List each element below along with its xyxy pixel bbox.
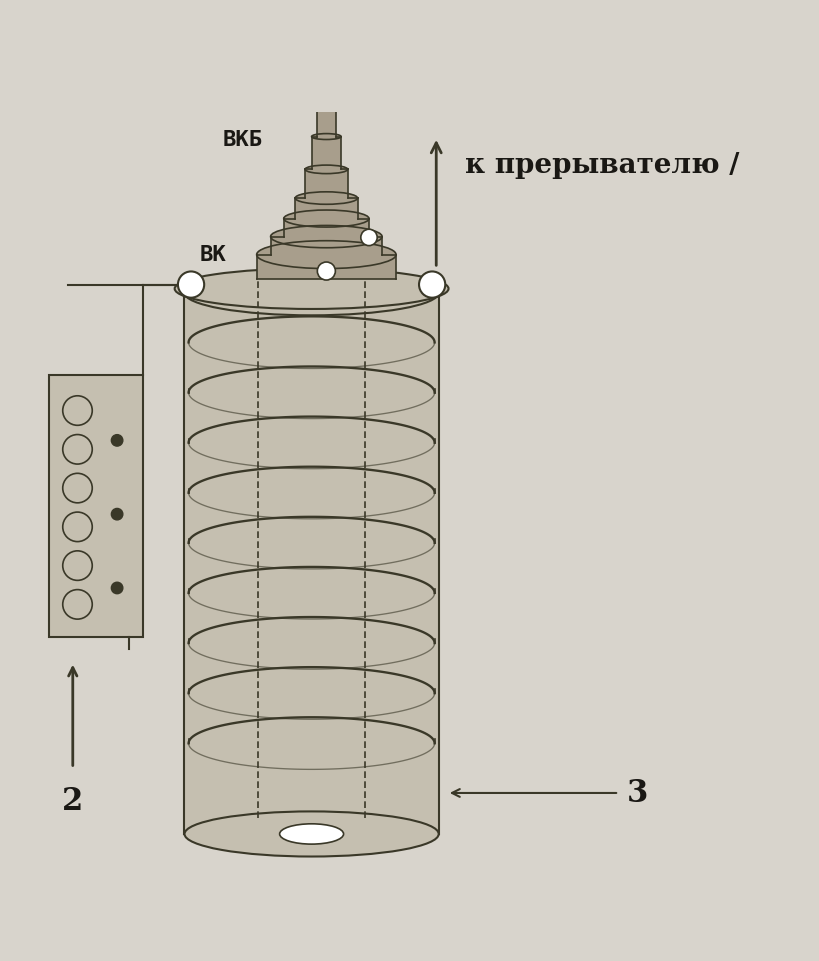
Polygon shape (311, 137, 341, 170)
Circle shape (317, 262, 335, 281)
Circle shape (360, 230, 377, 246)
Text: 3: 3 (627, 777, 648, 808)
Ellipse shape (305, 166, 347, 175)
Text: ВК: ВК (199, 245, 226, 265)
Polygon shape (295, 199, 357, 219)
Ellipse shape (311, 135, 341, 140)
Circle shape (111, 435, 123, 447)
Ellipse shape (279, 824, 343, 844)
Polygon shape (184, 293, 438, 834)
Ellipse shape (270, 226, 382, 249)
Ellipse shape (174, 269, 448, 309)
Text: к прерывателю /: к прерывателю / (464, 152, 739, 179)
Polygon shape (49, 376, 143, 637)
Polygon shape (316, 105, 336, 137)
Circle shape (111, 509, 123, 520)
Text: ВКБ: ВКБ (222, 130, 262, 150)
Circle shape (111, 582, 123, 594)
Ellipse shape (184, 271, 438, 316)
Ellipse shape (283, 210, 369, 228)
Polygon shape (270, 237, 382, 256)
Ellipse shape (184, 812, 438, 856)
Circle shape (419, 272, 445, 298)
Text: 2: 2 (62, 785, 84, 816)
Polygon shape (305, 170, 347, 199)
Polygon shape (283, 219, 369, 237)
Circle shape (178, 272, 204, 298)
Ellipse shape (295, 192, 357, 205)
Ellipse shape (316, 103, 336, 107)
Polygon shape (256, 256, 396, 280)
Ellipse shape (256, 241, 396, 269)
